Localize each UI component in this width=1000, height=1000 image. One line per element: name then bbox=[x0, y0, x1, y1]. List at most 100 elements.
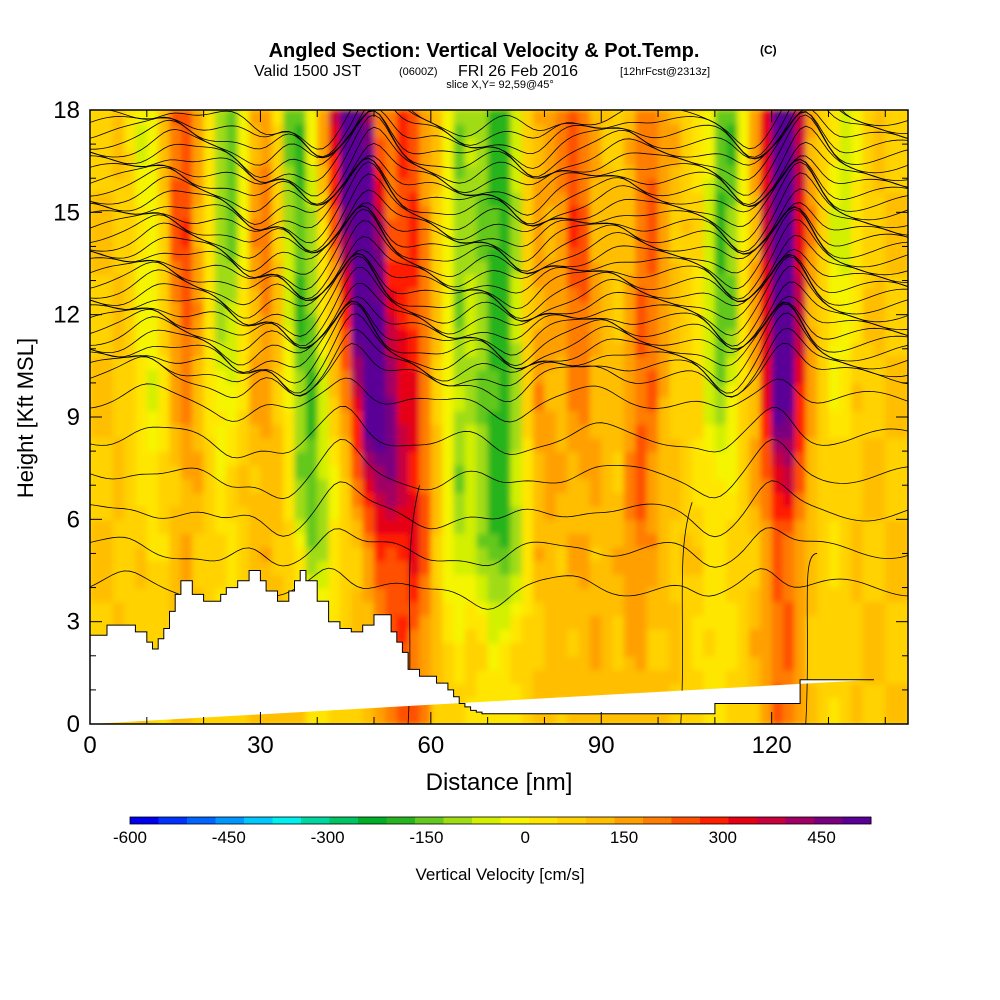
velocity-cell bbox=[783, 369, 796, 384]
velocity-cell bbox=[589, 355, 603, 371]
velocity-cell bbox=[669, 423, 682, 439]
velocity-cell bbox=[464, 219, 478, 234]
velocity-cell bbox=[692, 560, 705, 575]
velocity-cell bbox=[521, 287, 535, 303]
velocity-cell bbox=[601, 601, 614, 616]
velocity-cell bbox=[623, 232, 637, 248]
velocity-cell bbox=[680, 437, 694, 453]
velocity-cell bbox=[839, 396, 853, 412]
velocity-cell bbox=[214, 164, 228, 180]
velocity-cell bbox=[124, 219, 137, 234]
velocity-cell bbox=[646, 437, 660, 453]
velocity-cell bbox=[226, 328, 239, 343]
velocity-cell bbox=[135, 369, 148, 384]
velocity-cell bbox=[646, 614, 660, 630]
velocity-cell bbox=[862, 573, 875, 589]
velocity-cell bbox=[146, 137, 160, 152]
colorbar-swatch bbox=[130, 817, 159, 824]
velocity-cell bbox=[862, 669, 875, 685]
velocity-cell bbox=[464, 628, 478, 644]
velocity-cell bbox=[544, 137, 557, 152]
velocity-cell bbox=[567, 437, 580, 453]
velocity-cell bbox=[555, 505, 569, 521]
velocity-cell bbox=[101, 123, 114, 139]
velocity-cell bbox=[748, 601, 762, 616]
velocity-cell bbox=[646, 669, 660, 685]
velocity-cell bbox=[294, 301, 307, 316]
velocity-cell bbox=[487, 355, 500, 371]
velocity-cell bbox=[453, 492, 466, 507]
velocity-cell bbox=[555, 410, 569, 425]
velocity-cell bbox=[692, 655, 705, 671]
velocity-cell bbox=[794, 246, 807, 262]
velocity-cell bbox=[885, 314, 898, 330]
velocity-cell bbox=[521, 110, 535, 125]
velocity-cell bbox=[453, 546, 466, 562]
velocity-cell bbox=[453, 560, 466, 575]
velocity-cell bbox=[249, 532, 262, 548]
velocity-cell bbox=[658, 328, 671, 343]
velocity-cell bbox=[237, 341, 251, 357]
velocity-cell bbox=[805, 150, 819, 166]
velocity-cell bbox=[146, 287, 160, 303]
velocity-cell bbox=[885, 587, 898, 603]
velocity-cell bbox=[760, 614, 773, 630]
velocity-cell bbox=[146, 573, 160, 589]
velocity-cell bbox=[817, 328, 830, 343]
velocity-cell bbox=[328, 710, 341, 724]
velocity-cell bbox=[283, 314, 296, 330]
x-tick-label: 90 bbox=[588, 732, 615, 759]
velocity-cell bbox=[851, 369, 864, 384]
velocity-cell bbox=[237, 355, 251, 371]
velocity-cell bbox=[635, 382, 648, 398]
theta-contour bbox=[90, 295, 908, 356]
colorbar-swatch bbox=[358, 817, 387, 824]
velocity-cell bbox=[476, 642, 489, 657]
velocity-cell bbox=[135, 341, 148, 357]
velocity-cell bbox=[737, 369, 750, 384]
velocity-cell bbox=[192, 205, 205, 221]
velocity-cell bbox=[430, 396, 444, 412]
velocity-cell bbox=[510, 232, 523, 248]
velocity-cell bbox=[408, 451, 421, 466]
velocity-cell bbox=[419, 123, 432, 139]
velocity-cell bbox=[442, 628, 455, 644]
velocity-cell bbox=[680, 519, 694, 534]
velocity-cell bbox=[646, 492, 660, 507]
velocity-cell bbox=[408, 710, 421, 724]
velocity-cell bbox=[589, 423, 603, 439]
velocity-cell bbox=[362, 369, 376, 384]
velocity-cell bbox=[635, 273, 648, 289]
velocity-cell bbox=[839, 150, 853, 166]
velocity-cell bbox=[783, 260, 796, 275]
velocity-cell bbox=[805, 246, 819, 262]
velocity-cell bbox=[158, 532, 171, 548]
velocity-cell bbox=[623, 642, 637, 657]
velocity-cell bbox=[385, 464, 398, 480]
velocity-cell bbox=[544, 423, 557, 439]
velocity-cell bbox=[646, 505, 660, 521]
velocity-cell bbox=[589, 628, 603, 644]
velocity-cell bbox=[214, 369, 228, 384]
theta-contour bbox=[90, 172, 908, 253]
velocity-cell bbox=[748, 587, 762, 603]
velocity-cell bbox=[374, 601, 387, 616]
velocity-cell bbox=[828, 410, 841, 425]
velocity-cell bbox=[817, 587, 830, 603]
velocity-cell bbox=[646, 355, 660, 371]
velocity-cell bbox=[408, 341, 421, 357]
velocity-cell bbox=[726, 369, 739, 384]
velocity-cell bbox=[669, 382, 682, 398]
velocity-cell bbox=[192, 451, 205, 466]
velocity-cell bbox=[794, 532, 807, 548]
velocity-cell bbox=[839, 246, 853, 262]
velocity-cell bbox=[839, 464, 853, 480]
velocity-cell bbox=[783, 560, 796, 575]
velocity-cell bbox=[623, 628, 637, 644]
velocity-cell bbox=[396, 710, 410, 724]
velocity-cell bbox=[703, 601, 716, 616]
velocity-cell bbox=[692, 423, 705, 439]
velocity-cell bbox=[158, 178, 171, 193]
velocity-cell bbox=[158, 546, 171, 562]
velocity-cell bbox=[680, 273, 694, 289]
